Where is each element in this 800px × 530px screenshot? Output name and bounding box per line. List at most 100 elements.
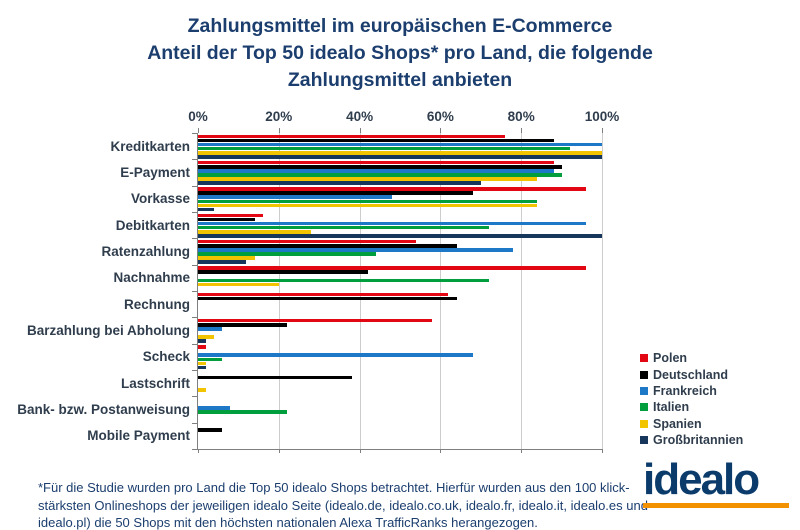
category-tick	[192, 264, 198, 266]
category-tick	[192, 370, 198, 371]
bar	[198, 292, 449, 297]
legend-swatch	[640, 436, 648, 445]
bar	[198, 296, 457, 301]
bar	[198, 339, 207, 343]
bar	[198, 260, 247, 264]
legend-swatch	[640, 386, 648, 395]
x-axis-label: 40%	[346, 109, 374, 124]
chart-title-line-1: Zahlungsmittel im europäischen E-Commerc…	[187, 15, 613, 37]
category-tick	[192, 133, 198, 134]
axis-tick	[278, 449, 280, 453]
bar	[198, 195, 392, 199]
gridline	[359, 133, 361, 449]
x-axis-line	[193, 449, 602, 450]
axis-tick	[359, 449, 361, 453]
bar	[198, 225, 489, 230]
category-tick	[192, 343, 198, 345]
axis-tick	[359, 128, 361, 133]
gridline	[278, 133, 280, 449]
bar	[198, 323, 287, 327]
bar	[198, 181, 481, 185]
category-tick	[192, 422, 198, 424]
bar	[198, 160, 554, 165]
bar	[198, 165, 562, 169]
legend-item-5: Großbritannien	[640, 432, 743, 448]
category-label: E-Payment	[120, 164, 190, 180]
category-tick	[192, 159, 198, 161]
bar	[198, 361, 207, 366]
bar	[198, 406, 231, 410]
bar	[198, 365, 207, 370]
axis-tick	[602, 449, 603, 453]
chart-title-line-2: Anteil der Top 50 idealo Shops* pro Land…	[147, 42, 653, 64]
bar	[198, 207, 215, 212]
axis-tick	[521, 128, 523, 133]
bar	[198, 252, 376, 256]
bar	[198, 244, 457, 248]
gridline	[440, 133, 442, 449]
category-label: Scheck	[142, 349, 190, 365]
axis-tick	[602, 128, 603, 133]
bar	[198, 134, 506, 139]
category-label: Bank- bzw. Postanweisung	[17, 401, 190, 417]
bar	[198, 388, 207, 392]
bar	[198, 410, 287, 414]
category-label: Lastschrift	[120, 375, 190, 391]
category-label: Nachnahme	[113, 270, 190, 286]
footnote: *Für die Studie wurden pro Land die Top …	[38, 480, 648, 530]
bar	[198, 146, 570, 151]
category-label: Barzahlung bei Abholung	[27, 322, 190, 338]
legend-swatch	[640, 403, 648, 412]
axis-tick	[440, 128, 442, 133]
legend-label: Polen	[653, 351, 688, 366]
legend-swatch	[640, 370, 648, 379]
bar	[198, 213, 263, 218]
category-tick	[192, 396, 198, 398]
legend-label: Spanien	[653, 416, 702, 431]
bar	[198, 173, 562, 177]
bar	[198, 345, 207, 349]
bar	[198, 270, 368, 274]
gridline	[521, 133, 523, 449]
category-label: Debitkarten	[115, 217, 190, 233]
bar	[198, 199, 538, 204]
bar	[198, 318, 433, 323]
gridline	[602, 133, 603, 449]
bar	[198, 327, 223, 331]
x-axis-label: 60%	[426, 109, 454, 124]
legend-item-4: Spanien	[640, 416, 743, 432]
legend-item-1: Deutschland	[640, 366, 743, 382]
legend-label: Frankreich	[653, 383, 717, 398]
x-axis-label: 20%	[265, 109, 293, 124]
bar	[198, 177, 538, 181]
bar	[198, 187, 586, 191]
bar	[198, 239, 417, 244]
legend: Polen Deutschland Frankreich Italien Spanien…	[640, 350, 743, 448]
category-tick	[192, 317, 198, 319]
category-label: Vorkasse	[130, 191, 190, 207]
bar	[198, 248, 514, 252]
category-tick	[192, 238, 198, 240]
legend-item-0: Polen	[640, 350, 743, 366]
category-label: Rechnung	[124, 296, 190, 312]
legend-item-3: Italien	[640, 399, 743, 415]
bar	[198, 191, 473, 195]
chart-title: Zahlungsmittel im europäischen E-Commerc…	[0, 13, 800, 94]
category-label: Kreditkarten	[110, 138, 190, 154]
axis-tick	[521, 449, 523, 453]
category-tick	[192, 212, 198, 213]
bar	[198, 278, 489, 283]
bar	[198, 169, 554, 173]
axis-tick	[198, 449, 199, 453]
bar	[198, 203, 538, 208]
bar	[198, 155, 602, 159]
legend-swatch	[640, 419, 648, 428]
bar	[198, 230, 312, 234]
idealo-logo-underline	[643, 503, 789, 508]
category-tick	[192, 291, 198, 292]
axis-tick	[198, 128, 199, 133]
x-axis-label: 100%	[584, 109, 620, 124]
chart-title-line-3: Zahlungsmittel anbieten	[287, 69, 513, 91]
bar	[198, 266, 586, 270]
category-label: Ratenzahlung	[101, 243, 190, 259]
